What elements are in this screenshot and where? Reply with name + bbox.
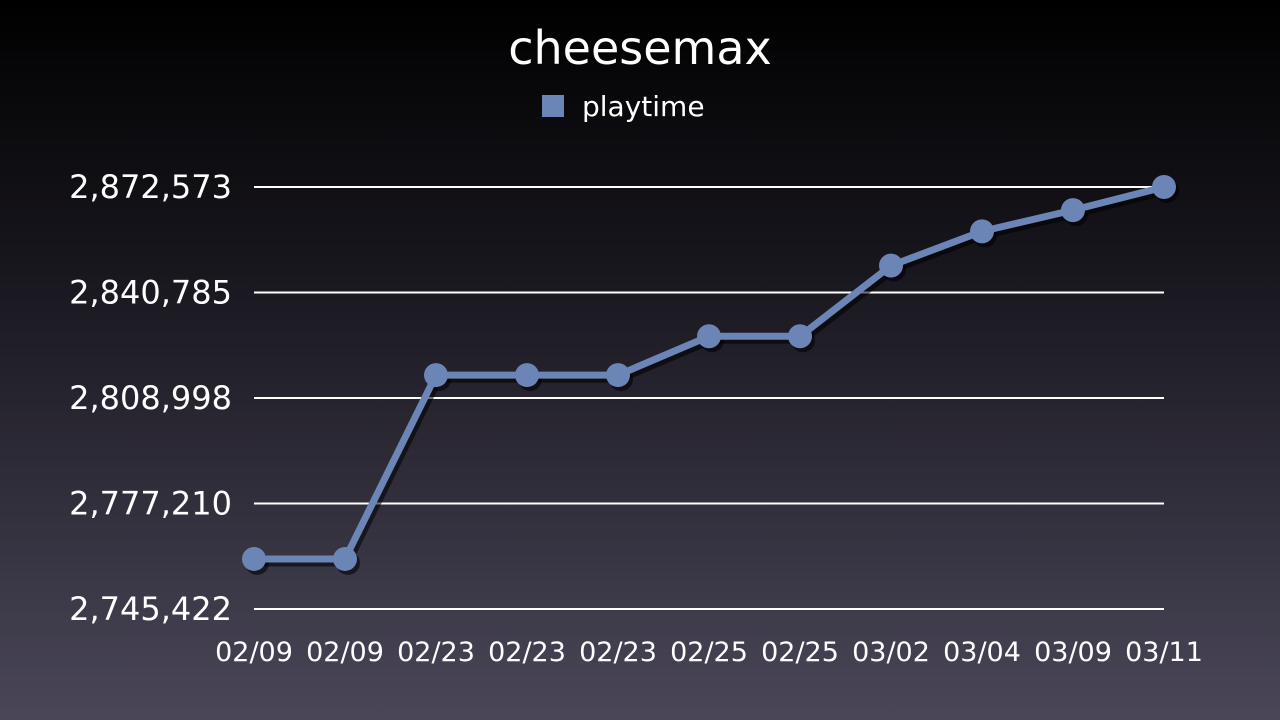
data-point bbox=[697, 324, 721, 349]
legend-label: playtime bbox=[582, 90, 705, 123]
x-tick-label: 02/25 bbox=[761, 637, 839, 668]
x-tick-label: 02/09 bbox=[306, 637, 384, 668]
gridlines bbox=[254, 186, 1164, 610]
data-point bbox=[515, 363, 539, 388]
y-tick-label: 2,840,785 bbox=[69, 274, 232, 312]
data-point bbox=[242, 546, 266, 571]
data-point bbox=[788, 324, 812, 349]
data-point bbox=[879, 253, 903, 278]
x-tick-label: 03/11 bbox=[1125, 637, 1203, 668]
data-point bbox=[606, 363, 630, 388]
chart-title: cheesemax bbox=[508, 21, 772, 75]
x-tick-label: 02/23 bbox=[397, 637, 475, 668]
data-point bbox=[1061, 198, 1085, 223]
series-playtime bbox=[242, 175, 1179, 575]
data-point bbox=[424, 363, 448, 388]
x-tick-label: 02/25 bbox=[670, 637, 748, 668]
x-tick-label: 02/23 bbox=[579, 637, 657, 668]
y-tick-label: 2,777,210 bbox=[69, 484, 232, 522]
x-tick-label: 02/09 bbox=[215, 637, 293, 668]
x-tick-label: 03/02 bbox=[852, 637, 930, 668]
data-point bbox=[333, 546, 357, 571]
y-axis-ticks: 2,745,422 2,777,210 2,808,998 2,840,785 2,87… bbox=[69, 168, 232, 628]
legend: playtime bbox=[542, 90, 705, 123]
x-tick-label: 03/09 bbox=[1034, 637, 1112, 668]
x-tick-label: 03/04 bbox=[943, 637, 1021, 668]
data-point bbox=[1152, 175, 1176, 199]
x-axis-ticks: 02/09 02/09 02/23 02/23 02/23 02/25 02/25 03/02… bbox=[215, 637, 1203, 668]
y-tick-label: 2,872,573 bbox=[69, 168, 232, 206]
x-tick-label: 02/23 bbox=[488, 637, 566, 668]
series-line-shadow bbox=[253, 187, 1171, 567]
y-tick-label: 2,808,998 bbox=[69, 379, 232, 417]
y-tick-label: 2,745,422 bbox=[69, 590, 232, 628]
legend-swatch bbox=[542, 95, 564, 117]
data-point bbox=[970, 219, 994, 244]
